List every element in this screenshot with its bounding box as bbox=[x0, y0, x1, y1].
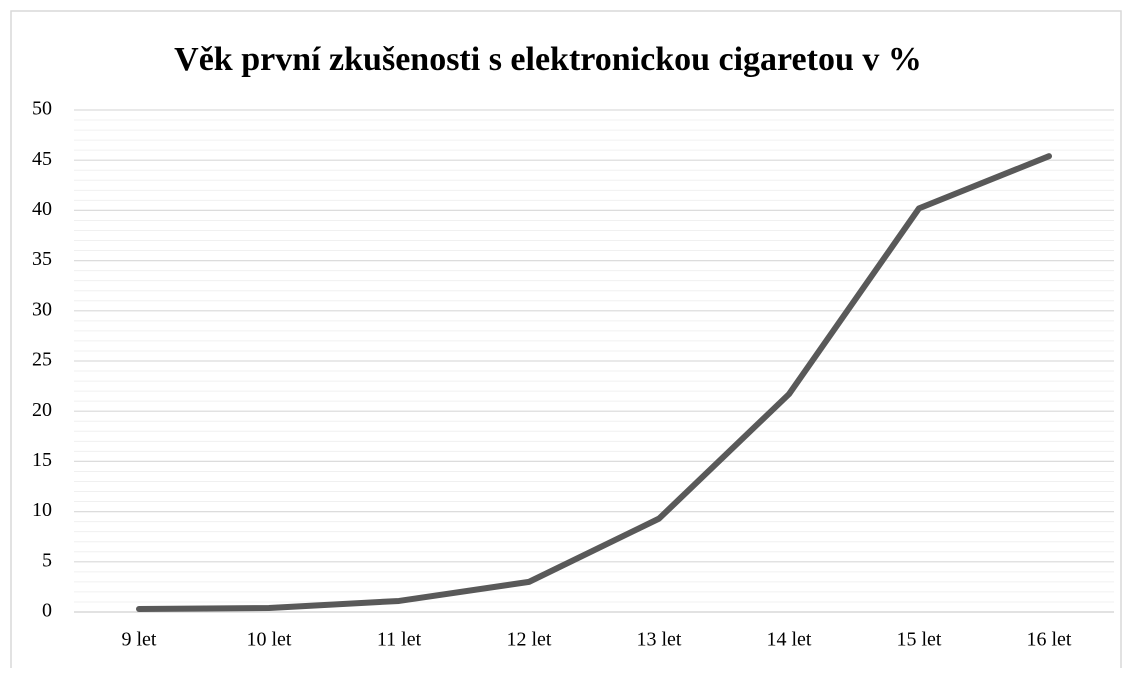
y-tick-label: 0 bbox=[42, 600, 52, 622]
y-tick-label: 10 bbox=[32, 499, 52, 521]
chart-title: Věk první zkušenosti s elektronickou cig… bbox=[174, 41, 922, 78]
y-tick-label: 25 bbox=[32, 349, 52, 371]
x-tick-label: 13 let bbox=[637, 629, 682, 651]
x-tick-label: 16 let bbox=[1027, 629, 1072, 651]
y-tick-label: 50 bbox=[32, 98, 52, 120]
x-tick-label: 11 let bbox=[377, 629, 422, 651]
y-tick-label: 45 bbox=[32, 148, 52, 170]
y-tick-label: 20 bbox=[32, 399, 52, 421]
y-tick-label: 15 bbox=[32, 449, 52, 471]
x-tick-label: 15 let bbox=[897, 629, 942, 651]
y-tick-label: 30 bbox=[32, 298, 52, 320]
y-tick-label: 5 bbox=[42, 549, 52, 571]
y-tick-label: 40 bbox=[32, 198, 52, 220]
line-series bbox=[136, 153, 1052, 612]
x-tick-label: 14 let bbox=[767, 629, 812, 651]
x-tick-label: 10 let bbox=[247, 629, 292, 651]
x-tick-label: 12 let bbox=[507, 629, 552, 651]
y-tick-label: 35 bbox=[32, 248, 52, 270]
x-tick-label: 9 let bbox=[122, 629, 157, 651]
